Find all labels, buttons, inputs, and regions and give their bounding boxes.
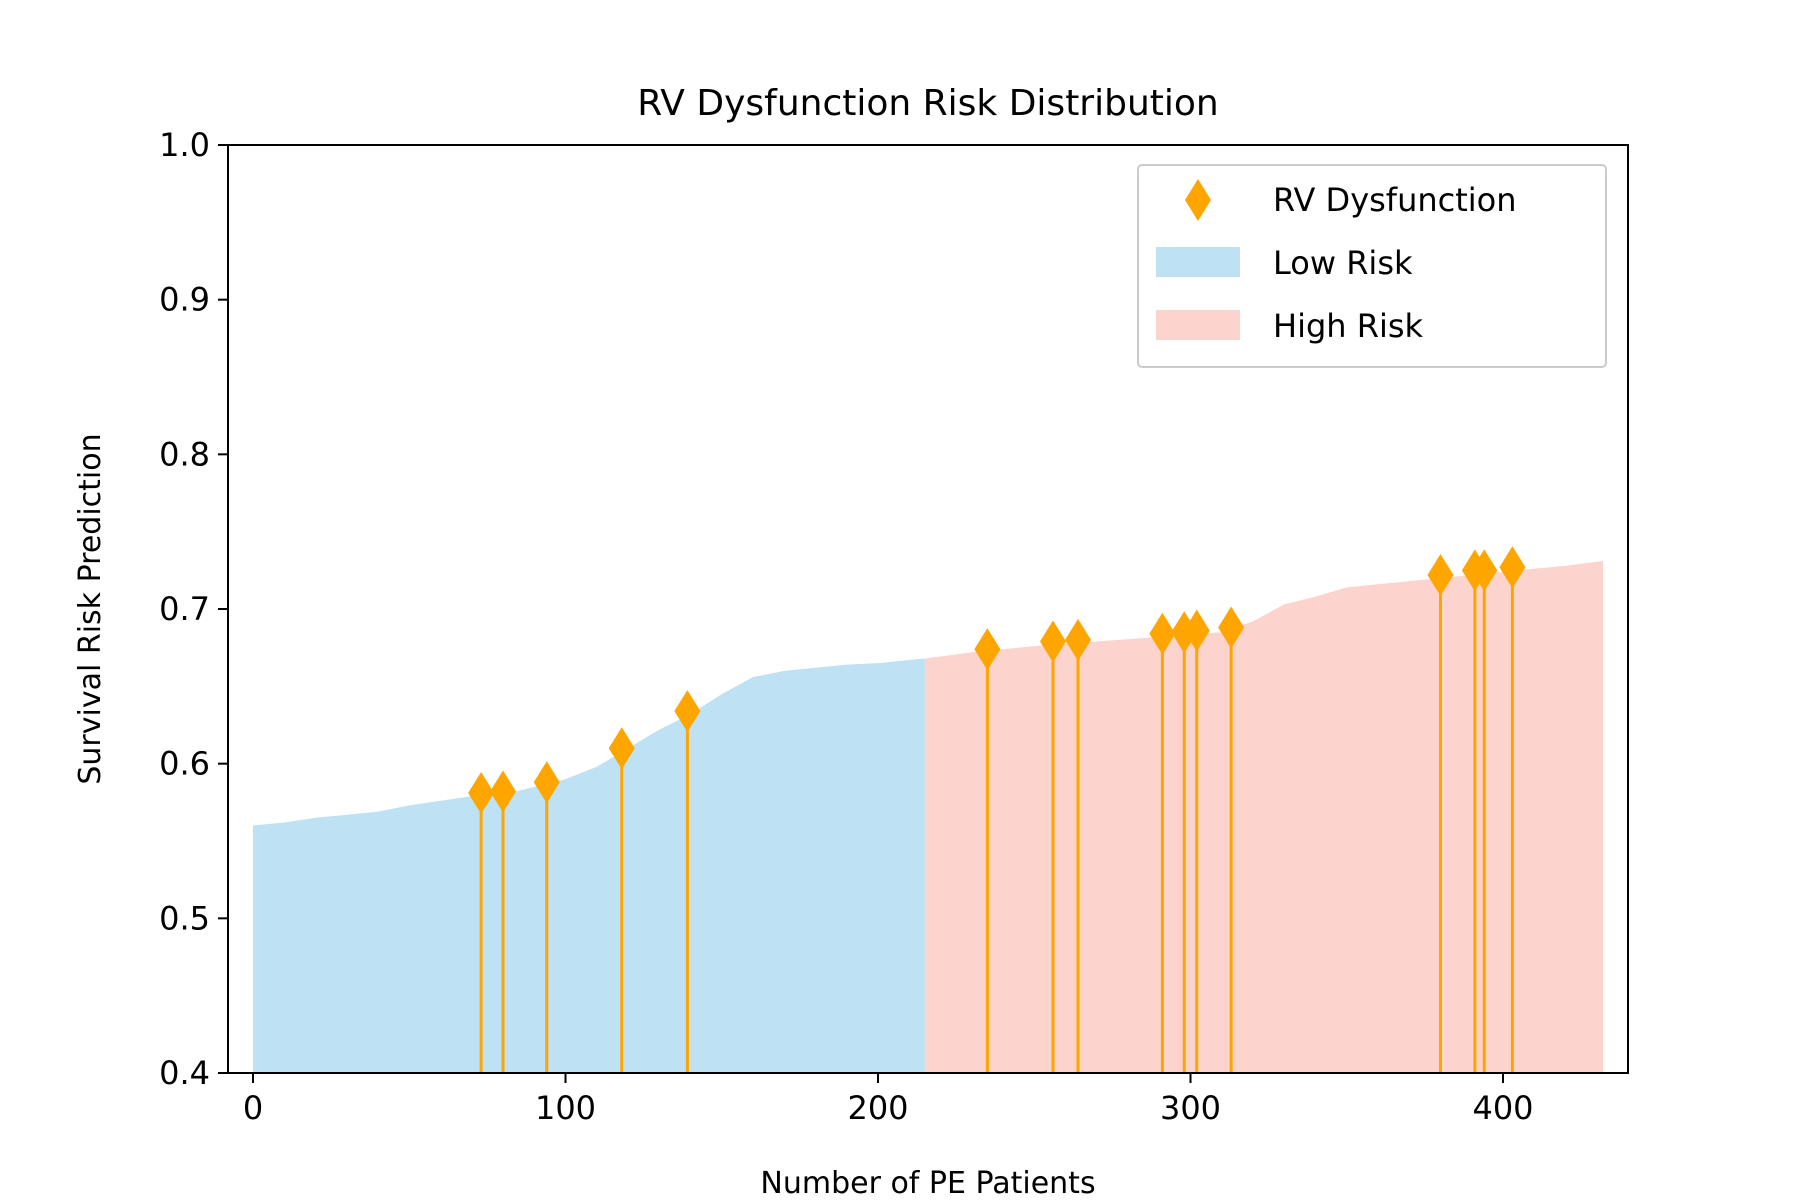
y-tick-label: 0.8 [159,435,210,473]
y-axis-ticks: 0.4 0.5 0.6 0.7 0.8 0.9 1.0 [159,126,228,1092]
risk-areas [253,561,1603,1073]
legend-label: Low Risk [1273,244,1413,282]
x-axis-ticks: 0 100 200 300 400 [243,1073,1534,1127]
x-tick-label: 200 [847,1089,908,1127]
x-tick-label: 100 [535,1089,596,1127]
rv-dysfunction-marker [468,772,495,815]
rv-dysfunction-marker [490,770,516,813]
rv-dysfunction-marker [674,690,701,733]
rv-dysfunction-marker [974,628,1001,671]
rv-dysfunction-marker [1499,546,1526,589]
rv-dysfunction-marker [608,727,635,770]
x-tick-label: 0 [243,1089,263,1127]
rv-dysfunction-marker [1427,553,1454,596]
legend-swatch [1156,247,1240,277]
rv-dysfunction-marker [1183,609,1210,652]
y-tick-label: 1.0 [159,126,210,164]
y-tick-label: 0.5 [159,899,210,937]
x-axis-label: Number of PE Patients [760,1166,1095,1200]
rv-dysfunction-marker [1218,606,1245,649]
rv-dysfunction-marker [1149,612,1176,655]
chart-title: RV Dysfunction Risk Distribution [637,83,1218,124]
rv-dysfunction-marker [1065,618,1091,661]
y-axis-label: Survival Risk Prediction [73,433,108,784]
y-tick-label: 0.7 [159,590,210,628]
rv-dysfunction-stems [479,567,1514,1073]
y-tick-label: 0.6 [159,745,210,783]
legend-box [1137,164,1607,368]
legend-label: High Risk [1273,307,1424,345]
legend-label: RV Dysfunction [1273,181,1517,219]
y-tick-label: 0.4 [159,1054,210,1092]
rv-dysfunction-marker [533,761,560,804]
rv-dysfunction-marker [1040,620,1066,663]
legend: RV Dysfunction Low Risk High Risk [1137,164,1607,368]
legend-marker-icon [1185,179,1211,221]
y-tick-label: 0.9 [159,281,210,319]
rv-dysfunction-marker [1471,549,1498,592]
low-risk-area [253,658,925,1073]
x-tick-label: 300 [1160,1089,1221,1127]
x-tick-label: 400 [1472,1089,1533,1127]
rv-dysfunction-markers [468,546,1526,815]
legend-swatch [1156,310,1240,340]
high-risk-area [924,561,1603,1073]
